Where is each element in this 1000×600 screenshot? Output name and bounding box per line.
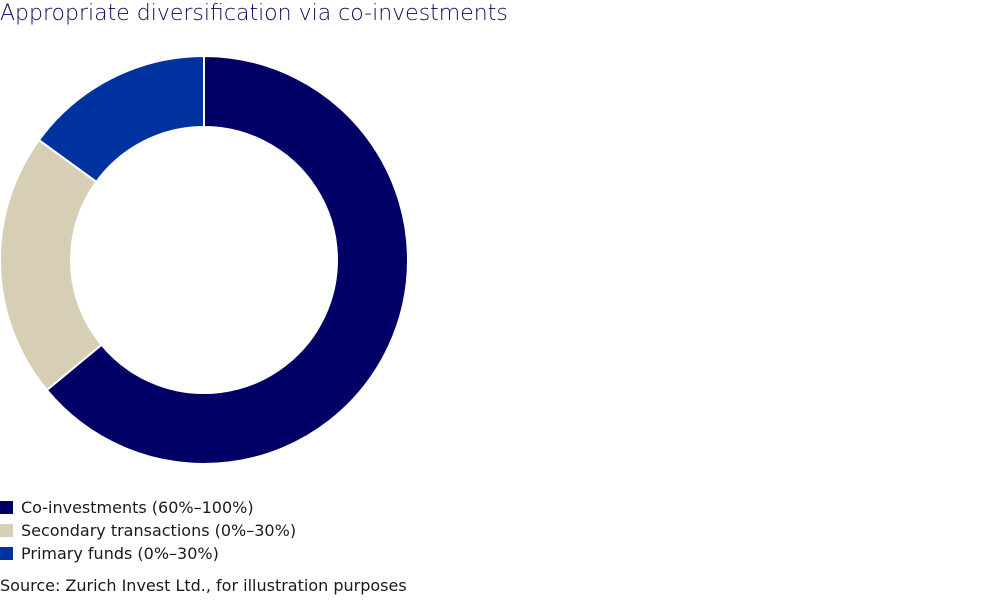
donut-slice-3 [37, 54, 205, 184]
donut-chart [0, 54, 409, 465]
legend-label-3: Primary funds (0%–30%) [21, 544, 219, 563]
chart-legend: Co-investments (60%–100%) Secondary trans… [0, 496, 296, 565]
source-note: Source: Zurich Invest Ltd., for illustra… [0, 576, 407, 595]
chart-title: Appropriate diversification via co-inves… [0, 1, 508, 26]
legend-item-1: Co-investments (60%–100%) [0, 496, 296, 519]
legend-label-2: Secondary transactions (0%–30%) [21, 521, 297, 540]
legend-label-1: Co-investments (60%–100%) [21, 498, 254, 517]
legend-swatch-3 [0, 547, 13, 560]
legend-item-3: Primary funds (0%–30%) [0, 542, 296, 565]
legend-item-2: Secondary transactions (0%–30%) [0, 519, 296, 542]
donut-slice-1 [45, 54, 409, 465]
legend-swatch-1 [0, 501, 13, 514]
donut-slice-2 [0, 138, 103, 392]
legend-swatch-2 [0, 524, 13, 537]
